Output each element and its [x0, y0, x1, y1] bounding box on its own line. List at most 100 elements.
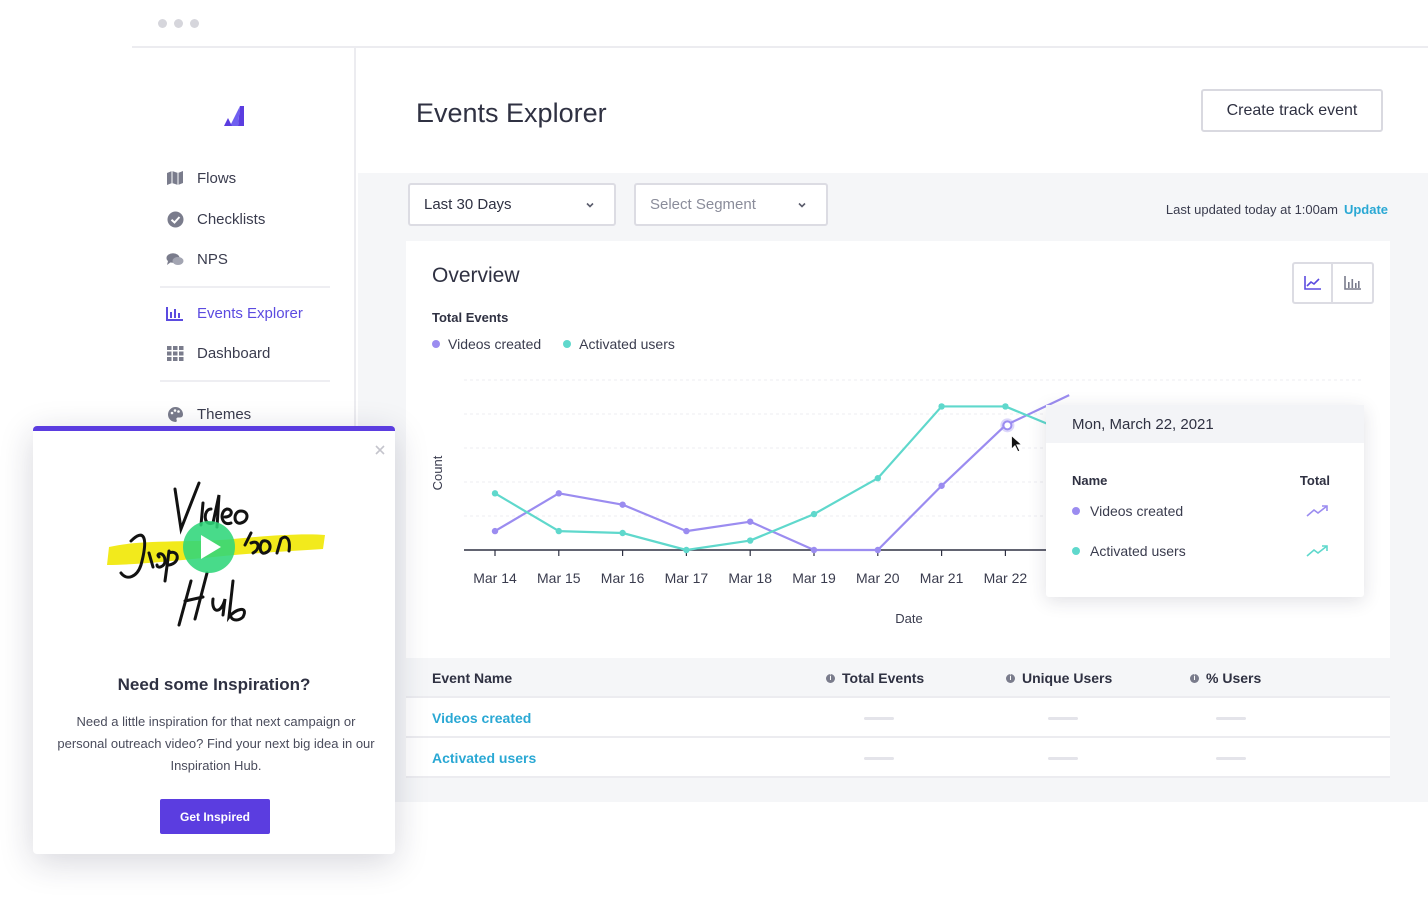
sidebar-item-events-explorer[interactable]: Events Explorer [166, 301, 303, 325]
chevron-down-icon [586, 202, 594, 208]
column-event-name[interactable]: Event Name [432, 670, 513, 686]
event-name-link[interactable]: Activated users [432, 750, 537, 766]
line-chart-toggle[interactable] [1294, 264, 1334, 302]
data-point [683, 546, 690, 554]
sidebar-item-label: Themes [197, 405, 252, 423]
window-dot [158, 19, 167, 28]
data-point [1002, 403, 1009, 410]
x-tick-label: Mar 17 [665, 570, 709, 586]
loading-placeholder [1048, 717, 1078, 720]
event-name-link[interactable]: Videos created [432, 710, 532, 726]
loading-placeholder [1048, 757, 1078, 760]
popup-body: Need a little inspiration for that next … [57, 714, 375, 773]
y-axis-label: Count [430, 455, 445, 490]
sidebar-item-themes[interactable]: Themes [166, 402, 251, 426]
tooltip-col-total: Total [1299, 473, 1330, 488]
line-chart-icon [1303, 276, 1321, 290]
data-point [874, 475, 881, 482]
data-point [619, 529, 626, 537]
date-range-value: Last 30 Days [424, 196, 512, 213]
sidebar-item-dashboard[interactable]: Dashboard [166, 341, 270, 365]
trend-up-icon [1306, 505, 1328, 517]
info-icon[interactable]: i [1006, 673, 1015, 683]
data-point [491, 490, 499, 497]
nav-divider [160, 380, 330, 382]
series-line [494, 405, 1070, 552]
info-icon[interactable]: i [826, 673, 835, 683]
chart-subtitle: Total Events [432, 310, 509, 325]
data-point [747, 537, 754, 544]
data-point [938, 482, 945, 489]
x-tick-label: Mar 14 [473, 570, 517, 586]
chart-legend: Videos created Activated users [432, 336, 697, 352]
sidebar-item-label: Events Explorer [197, 304, 303, 322]
x-tick-label: Mar 16 [601, 570, 645, 586]
popup-heading: Need some Inspiration? [117, 675, 311, 694]
tooltip-swatch [1072, 507, 1080, 515]
legend-swatch [563, 340, 572, 348]
window-dot [174, 19, 183, 28]
data-point [683, 527, 690, 535]
update-link[interactable]: Update [1343, 202, 1388, 217]
legend-label: Videos created [448, 336, 542, 352]
inspiration-popup: Need some Inspiration? Need a little ins… [33, 426, 395, 854]
tooltip-row-name: Activated users [1090, 543, 1186, 559]
data-point [810, 510, 818, 518]
column-percent-users[interactable]: i% Users [1190, 670, 1261, 686]
tooltip-columns: Name Total [1072, 473, 1330, 488]
palette-icon [166, 405, 184, 423]
info-icon[interactable]: i [1190, 673, 1199, 683]
sidebar-item-label: NPS [197, 250, 228, 268]
x-tick-label: Mar 20 [856, 570, 900, 586]
page-title: Events Explorer [416, 98, 607, 128]
loading-placeholder [1216, 757, 1246, 760]
sidebar-item-label: Flows [197, 169, 237, 187]
segment-select[interactable]: Select Segment [634, 183, 828, 226]
get-inspired-button[interactable]: Get Inspired [160, 799, 270, 834]
last-updated: Last updated today at 1:00am Update [1166, 202, 1388, 217]
close-icon[interactable] [373, 443, 387, 457]
overview-title: Overview [432, 264, 520, 287]
sidebar-item-nps[interactable]: NPS [166, 247, 228, 271]
create-track-event-button[interactable]: Create track event [1201, 89, 1383, 132]
events-table: Event Name i Total Events i Unique Users i… [406, 658, 1390, 778]
date-range-select[interactable]: Last 30 Days [408, 183, 616, 226]
data-point [555, 490, 562, 497]
video-inspiration-hub-logo[interactable] [103, 469, 328, 629]
x-tick-label: Mar 19 [792, 570, 836, 586]
sidebar-item-checklists[interactable]: Checklists [166, 207, 265, 231]
bar-chart-toggle[interactable] [1333, 264, 1372, 302]
tooltip-col-name: Name [1072, 473, 1108, 488]
legend-item[interactable]: Videos created [432, 336, 541, 352]
x-tick-label: Mar 15 [537, 570, 581, 586]
table-header: Event Name i Total Events i Unique Users i… [406, 658, 1390, 698]
column-total-events[interactable]: i Total Events [826, 670, 924, 686]
check-circle-icon [166, 210, 184, 228]
data-point [555, 527, 562, 535]
tooltip-row: Activated users [1072, 543, 1330, 559]
column-unique-users[interactable]: i Unique Users [1006, 670, 1112, 686]
sidebar-item-flows[interactable]: Flows [166, 166, 236, 190]
data-point [938, 403, 945, 410]
table-row[interactable]: Activated users [406, 738, 1390, 778]
sidebar-item-label: Checklists [197, 210, 266, 228]
legend-label: Activated users [579, 336, 675, 352]
sidebar-item-label: Dashboard [197, 344, 271, 362]
tooltip-swatch [1072, 547, 1080, 555]
nav-divider [160, 286, 330, 288]
data-point [747, 518, 754, 525]
x-axis-label: Date [895, 611, 922, 626]
cursor-pointer-icon [1010, 434, 1024, 453]
hover-point [1002, 420, 1013, 431]
series-line [494, 394, 1070, 552]
page-header: Events Explorer Create track event [358, 48, 1428, 173]
loading-placeholder [864, 717, 894, 720]
chart-type-toggle [1292, 262, 1374, 304]
brand-logo-icon[interactable] [224, 104, 246, 128]
segment-placeholder: Select Segment [650, 196, 756, 213]
chat-bubbles-icon [166, 250, 184, 268]
legend-item[interactable]: Activated users [563, 336, 675, 352]
table-row[interactable]: Videos created [406, 698, 1390, 738]
data-point [810, 546, 818, 554]
tooltip-row-name: Videos created [1090, 503, 1184, 519]
